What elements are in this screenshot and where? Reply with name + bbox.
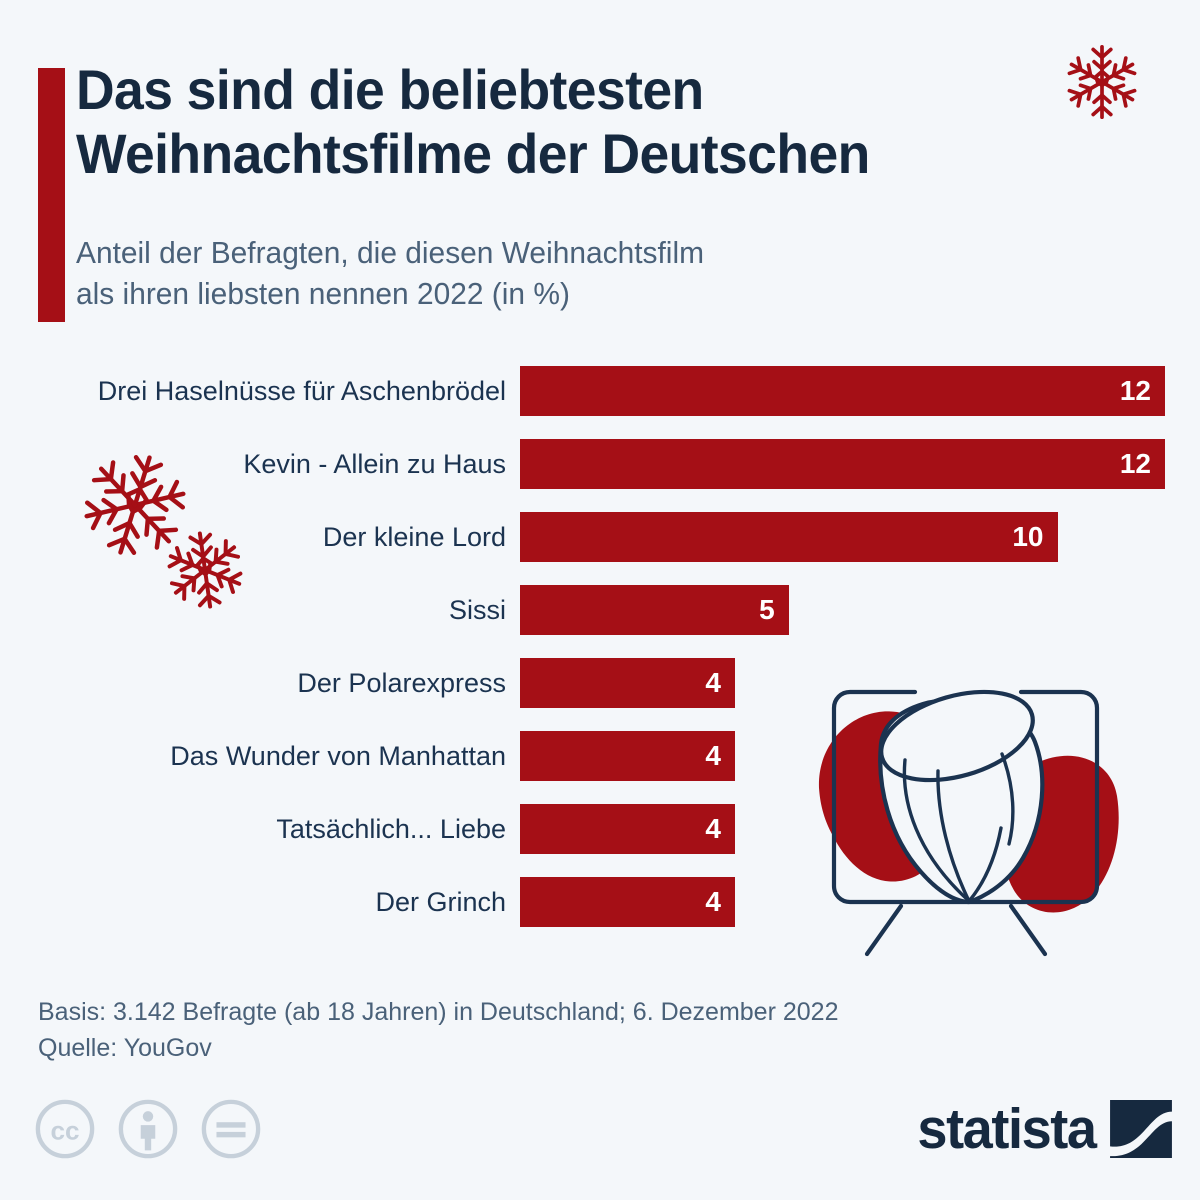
bar-value-label: 4	[705, 667, 721, 698]
bar-track: 4	[520, 731, 735, 781]
bar-fill	[520, 512, 1058, 562]
bar-category-label: Der kleine Lord	[322, 522, 506, 552]
bar-category-label: Der Grinch	[375, 887, 506, 917]
footer-source-note: Quelle: YouGov	[38, 1033, 212, 1062]
bar-fill	[520, 731, 735, 781]
bar-chart: Drei Haselnüsse für Aschenbrödel 12 Kevin …	[0, 366, 1200, 956]
bar-value-label: 12	[1119, 375, 1151, 406]
footer-basis-note: Basis: 3.142 Befragte (ab 18 Jahren) in …	[38, 998, 839, 1026]
page-subtitle: Anteil der Befragten, die diesen Weihnac…	[76, 235, 705, 312]
bar-value-label: 4	[705, 740, 721, 771]
bar-row: Kevin - Allein zu Haus 12	[0, 439, 1200, 489]
license-icons: cc	[34, 1098, 264, 1168]
bar-value-label: 4	[705, 886, 721, 917]
bauble-opening	[879, 689, 1035, 783]
bar-track: 5	[520, 585, 789, 635]
page-title: Das sind die beliebtesten Weihnachtsfilm…	[76, 58, 870, 185]
bar-fill	[520, 804, 735, 854]
bar-row: Der Polarexpress 4	[0, 658, 1200, 708]
bauble-segment-1	[902, 758, 971, 903]
bar-value-label: 12	[1119, 448, 1151, 479]
svg-text:cc: cc	[50, 1116, 79, 1146]
bar-track: 12	[520, 366, 1165, 416]
bar-row: Das Wunder von Manhattan 4	[0, 731, 1200, 781]
bar-category-label: Sissi	[448, 595, 506, 625]
bar-value-label: 4	[705, 813, 721, 844]
bar-fill	[520, 658, 735, 708]
bar-category-label: Der Polarexpress	[297, 668, 506, 698]
bar-track: 4	[520, 658, 735, 708]
statista-swoosh-logo	[1110, 1100, 1172, 1158]
bar-row: Tatsächlich... Liebe 4	[0, 804, 1200, 854]
bauble-segment-2	[936, 769, 971, 903]
bar-category-label: Kevin - Allein zu Haus	[243, 449, 506, 479]
bar-category-label: Drei Haselnüsse für Aschenbrödel	[97, 376, 506, 406]
creative-commons-icon[interactable]: cc	[34, 1098, 96, 1160]
tv-leg-left	[864, 903, 904, 957]
attribution-icon[interactable]	[117, 1098, 179, 1160]
bar-track: 4	[520, 877, 735, 927]
bar-fill	[520, 877, 735, 927]
footer-notes: Basis: 3.142 Befragte (ab 18 Jahren) in …	[38, 995, 1068, 1066]
bar-track: 10	[520, 512, 1058, 562]
bar-row: Sissi 5	[0, 585, 1200, 635]
statista-wordmark: statista	[917, 1096, 1098, 1161]
bauble-segment-4	[968, 826, 1003, 902]
bar-row: Der kleine Lord 10	[0, 512, 1200, 562]
bar-fill	[520, 366, 1165, 416]
bauble-segment-3	[1000, 752, 1015, 846]
bar-category-label: Tatsächlich... Liebe	[276, 814, 506, 844]
statista-logo[interactable]: statista	[908, 1098, 1172, 1160]
tv-leg-right	[1008, 903, 1048, 957]
bar-fill	[520, 585, 789, 635]
bar-category-label: Das Wunder von Manhattan	[170, 741, 506, 771]
television-with-christmas-bauble-illustration	[818, 689, 1119, 957]
bar-row: Drei Haselnüsse für Aschenbrödel 12	[0, 366, 1200, 416]
title-accent-bar	[38, 68, 65, 322]
bar-fill	[520, 439, 1165, 489]
bar-track: 12	[520, 439, 1165, 489]
no-derivatives-icon[interactable]	[200, 1098, 262, 1160]
bar-row: Der Grinch 4	[0, 877, 1200, 927]
bar-value-label: 5	[759, 594, 775, 625]
bar-value-label: 10	[1012, 521, 1044, 552]
bar-track: 4	[520, 804, 735, 854]
